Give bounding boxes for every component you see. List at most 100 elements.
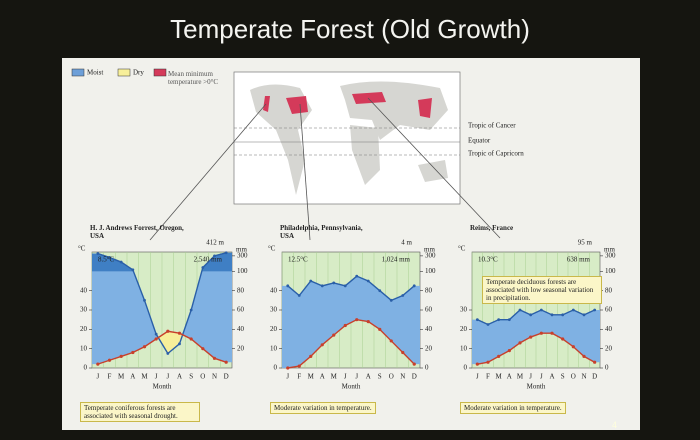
chart-title: Philadelphia, Pennsylvania, USA — [280, 224, 363, 240]
y-tick-label: 30 — [270, 306, 278, 314]
x-tick-label: F — [486, 373, 490, 381]
temperature-point — [297, 364, 301, 368]
y2-tick-label: 60 — [425, 306, 433, 314]
world-map: Tropic of Cancer Equator Tropic of Capri… — [149, 71, 524, 241]
x-axis-label: Month — [342, 383, 361, 391]
y-axis-label: °C — [78, 245, 86, 253]
y2-tick-label: 0 — [425, 364, 429, 372]
x-tick-label: J — [529, 373, 532, 381]
precipitation-point — [201, 266, 205, 269]
y-axis-label: °C — [268, 245, 276, 253]
precipitation-point — [571, 308, 575, 312]
precipitation-point — [166, 352, 170, 355]
x-tick-label: N — [212, 373, 217, 381]
elevation: 4 m — [401, 239, 412, 247]
temperature-line — [97, 330, 227, 365]
temperature-line — [477, 332, 596, 365]
y-tick-label: 10 — [80, 344, 88, 352]
temperature-point — [561, 337, 565, 341]
precipitation-point — [96, 252, 100, 255]
precipitation-line — [287, 275, 415, 302]
annual-precipitation: 638 mm — [567, 256, 591, 264]
temperature-point — [154, 337, 158, 341]
x-tick-label: D — [412, 373, 417, 381]
precipitation-point — [213, 254, 216, 258]
x-tick-label: S — [378, 373, 382, 381]
caption: Moderate variation in temperature. — [270, 402, 376, 414]
temperature-point — [119, 354, 123, 358]
elevation: 412 m — [206, 239, 224, 247]
y2-tick-label: 100 — [425, 267, 436, 275]
precipitation-point — [178, 342, 181, 346]
y2-axis-label: mm — [236, 246, 247, 254]
x-tick-label: A — [177, 373, 182, 381]
moist-area — [472, 310, 600, 365]
x-tick-label: J — [540, 373, 543, 381]
temperature-point — [320, 343, 324, 347]
temperature-point — [412, 362, 416, 366]
y-tick-label: 20 — [80, 325, 88, 333]
chart-title: Reims, France — [470, 224, 514, 232]
precipitation-line — [477, 309, 595, 326]
temperature-point — [166, 329, 170, 333]
x-tick-label: A — [549, 373, 554, 381]
y2-axis-label: mm — [604, 246, 615, 254]
temperature-point — [378, 327, 382, 331]
y2-tick-label: 20 — [237, 344, 245, 352]
temperature-point — [497, 354, 501, 358]
elevation: 95 m — [578, 239, 593, 247]
y-axis-label: °C — [458, 245, 466, 253]
temperature-point — [201, 347, 205, 351]
x-tick-label: M — [517, 373, 524, 381]
precipitation-point — [366, 279, 370, 283]
y-tick-label: 0 — [274, 364, 278, 372]
temperature-point — [177, 331, 182, 335]
temperature-point — [286, 366, 290, 370]
x-tick-label: S — [189, 373, 193, 381]
mean-temperature: 8.5°C — [98, 256, 115, 264]
legend-label: Moist — [87, 69, 103, 77]
x-tick-label: M — [141, 373, 148, 381]
x-tick-label: M — [308, 373, 315, 381]
map-label: Tropic of Cancer — [468, 122, 516, 130]
temperature-point — [142, 345, 147, 349]
temperature-point — [486, 360, 490, 364]
annual-precipitation: 2,540 mm — [194, 256, 223, 264]
y-tick-label: 20 — [270, 325, 278, 333]
precipitation-point — [518, 308, 522, 312]
y2-tick-label: 60 — [237, 306, 245, 314]
x-tick-label: A — [320, 373, 325, 381]
map-label: Equator — [468, 137, 491, 145]
precipitation-point — [389, 298, 393, 302]
temperature-point — [582, 354, 586, 358]
x-tick-label: J — [476, 373, 479, 381]
precipitation-point — [343, 284, 347, 288]
x-tick-label: J — [96, 373, 99, 381]
precipitation-point — [539, 308, 543, 312]
x-tick-label: M — [118, 373, 125, 381]
y2-tick-label: 80 — [237, 286, 245, 294]
x-tick-label: M — [496, 373, 503, 381]
temperature-point — [550, 331, 554, 335]
precipitation-point — [224, 251, 228, 255]
temperature-point — [332, 333, 336, 337]
temperature-point — [593, 360, 597, 364]
map-label: Tropic of Capricorn — [468, 150, 524, 158]
temperature-point — [475, 362, 479, 366]
precipitation-point — [108, 256, 111, 259]
precipitation-point — [355, 274, 359, 278]
precipitation-point — [320, 284, 324, 288]
temperature-point — [401, 350, 405, 355]
x-tick-label: M — [331, 373, 338, 381]
y2-tick-label: 20 — [425, 344, 433, 352]
precipitation-point — [507, 318, 511, 322]
precipitation-point — [131, 268, 135, 272]
slide-title: Temperate Forest (Old Growth) — [170, 14, 530, 44]
precipitation-point — [286, 284, 290, 288]
y2-tick-label: 80 — [425, 286, 433, 294]
y2-tick-label: 0 — [605, 364, 609, 372]
precipitation-point — [475, 318, 479, 322]
precipitation-point — [550, 313, 554, 317]
